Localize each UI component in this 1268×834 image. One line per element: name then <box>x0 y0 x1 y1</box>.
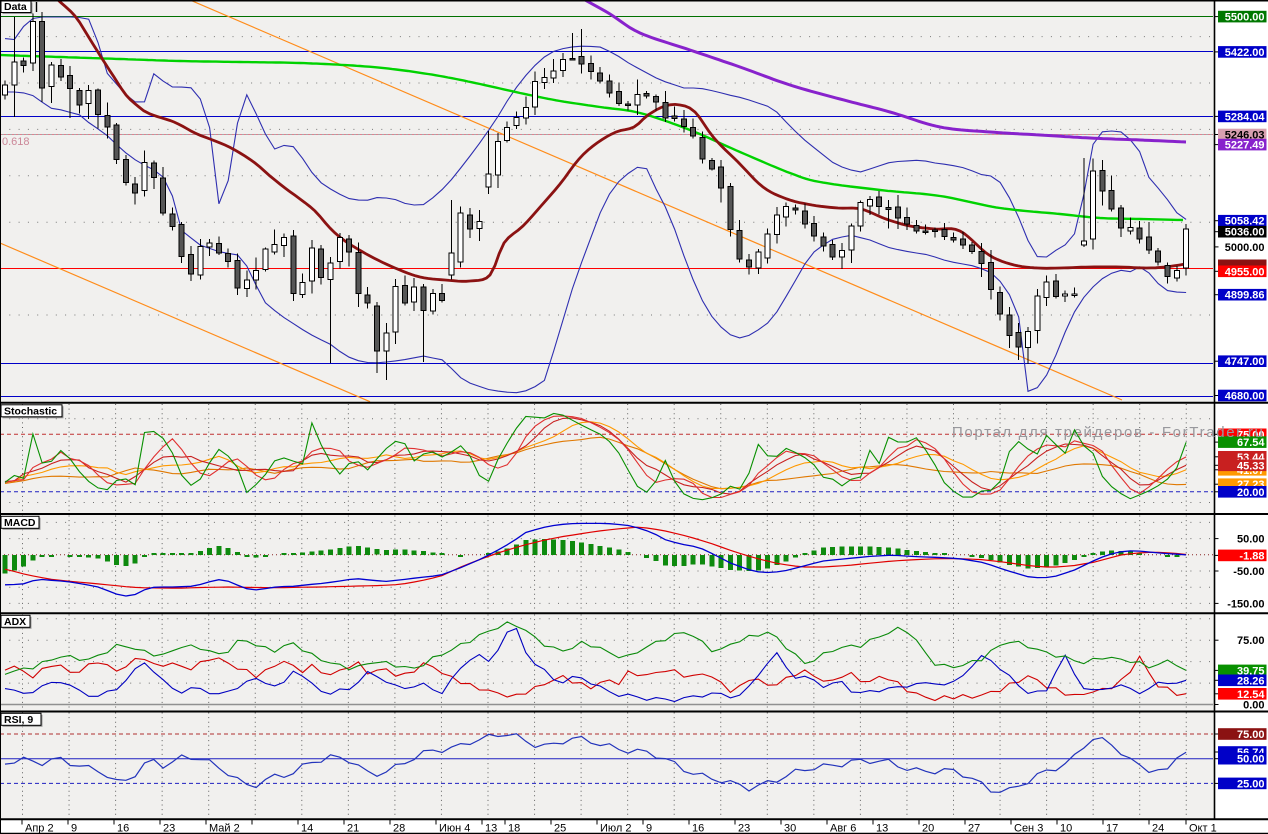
svg-text:75.00: 75.00 <box>1237 729 1265 741</box>
svg-text:13: 13 <box>485 823 497 834</box>
svg-text:25: 25 <box>554 823 566 834</box>
svg-text:-150.00: -150.00 <box>1227 598 1264 610</box>
svg-text:75.00: 75.00 <box>1237 635 1265 647</box>
svg-text:RSI, 9: RSI, 9 <box>4 714 33 726</box>
svg-text:4680.00: 4680.00 <box>1225 391 1265 403</box>
svg-text:Сен 3: Сен 3 <box>1014 823 1043 834</box>
svg-text:Июл 2: Июл 2 <box>600 823 632 834</box>
svg-text:9: 9 <box>71 823 77 834</box>
svg-text:24: 24 <box>1152 823 1164 834</box>
svg-text:25.00: 25.00 <box>1237 778 1265 790</box>
svg-text:5500.00: 5500.00 <box>1225 12 1265 24</box>
svg-text:50.00: 50.00 <box>1237 534 1265 546</box>
svg-text:Портал для трейдеров - ForTrad: Портал для трейдеров - ForTrader.ru <box>952 424 1264 441</box>
svg-text:23: 23 <box>738 823 750 834</box>
svg-text:Авг 6: Авг 6 <box>830 823 856 834</box>
svg-text:17: 17 <box>1106 823 1118 834</box>
svg-text:45.33: 45.33 <box>1237 460 1265 472</box>
svg-text:0.00: 0.00 <box>1243 700 1264 712</box>
svg-text:Stochastic: Stochastic <box>4 405 57 417</box>
svg-text:28: 28 <box>393 823 405 834</box>
svg-text:10: 10 <box>1060 823 1072 834</box>
svg-text:5422.00: 5422.00 <box>1225 47 1265 59</box>
svg-text:18: 18 <box>508 823 520 834</box>
svg-text:0.618: 0.618 <box>2 136 30 148</box>
svg-text:MACD: MACD <box>4 517 36 529</box>
svg-text:5058.42: 5058.42 <box>1225 216 1265 228</box>
svg-text:4747.00: 4747.00 <box>1225 356 1265 368</box>
svg-text:20.00: 20.00 <box>1237 487 1265 499</box>
svg-text:14: 14 <box>301 823 313 834</box>
svg-text:Апр 2: Апр 2 <box>25 823 54 834</box>
svg-text:4899.86: 4899.86 <box>1225 290 1265 302</box>
svg-text:5284.04: 5284.04 <box>1225 111 1266 123</box>
svg-text:4955.00: 4955.00 <box>1225 266 1265 278</box>
svg-text:30: 30 <box>784 823 796 834</box>
svg-text:13: 13 <box>876 823 888 834</box>
svg-text:Окт 1: Окт 1 <box>1189 823 1217 834</box>
svg-text:-50.00: -50.00 <box>1233 566 1264 578</box>
svg-text:Портал для трейдеров - ForTrad: Портал для трейдеров - ForTrader.ru <box>952 424 1264 441</box>
svg-text:39.75: 39.75 <box>1237 665 1265 677</box>
svg-text:5000.00: 5000.00 <box>1225 242 1265 254</box>
svg-text:Data: Data <box>4 1 27 13</box>
svg-text:5227.49: 5227.49 <box>1225 140 1265 152</box>
svg-text:-1.88: -1.88 <box>1239 550 1264 562</box>
svg-text:5246.03: 5246.03 <box>1225 130 1265 142</box>
svg-text:23: 23 <box>163 823 175 834</box>
svg-text:67.54: 67.54 <box>1237 437 1265 449</box>
svg-text:28.26: 28.26 <box>1237 675 1265 687</box>
svg-text:ADX: ADX <box>4 616 26 628</box>
svg-text:16: 16 <box>117 823 129 834</box>
svg-text:27: 27 <box>968 823 980 834</box>
svg-text:21: 21 <box>347 823 359 834</box>
svg-text:Май 2: Май 2 <box>209 823 240 834</box>
svg-text:Июн 4: Июн 4 <box>439 823 470 834</box>
svg-text:12.54: 12.54 <box>1237 689 1265 701</box>
svg-text:5036.00: 5036.00 <box>1225 227 1265 239</box>
svg-text:50.00: 50.00 <box>1237 754 1265 766</box>
svg-text:16: 16 <box>692 823 704 834</box>
svg-text:20: 20 <box>922 823 934 834</box>
svg-text:9: 9 <box>646 823 652 834</box>
